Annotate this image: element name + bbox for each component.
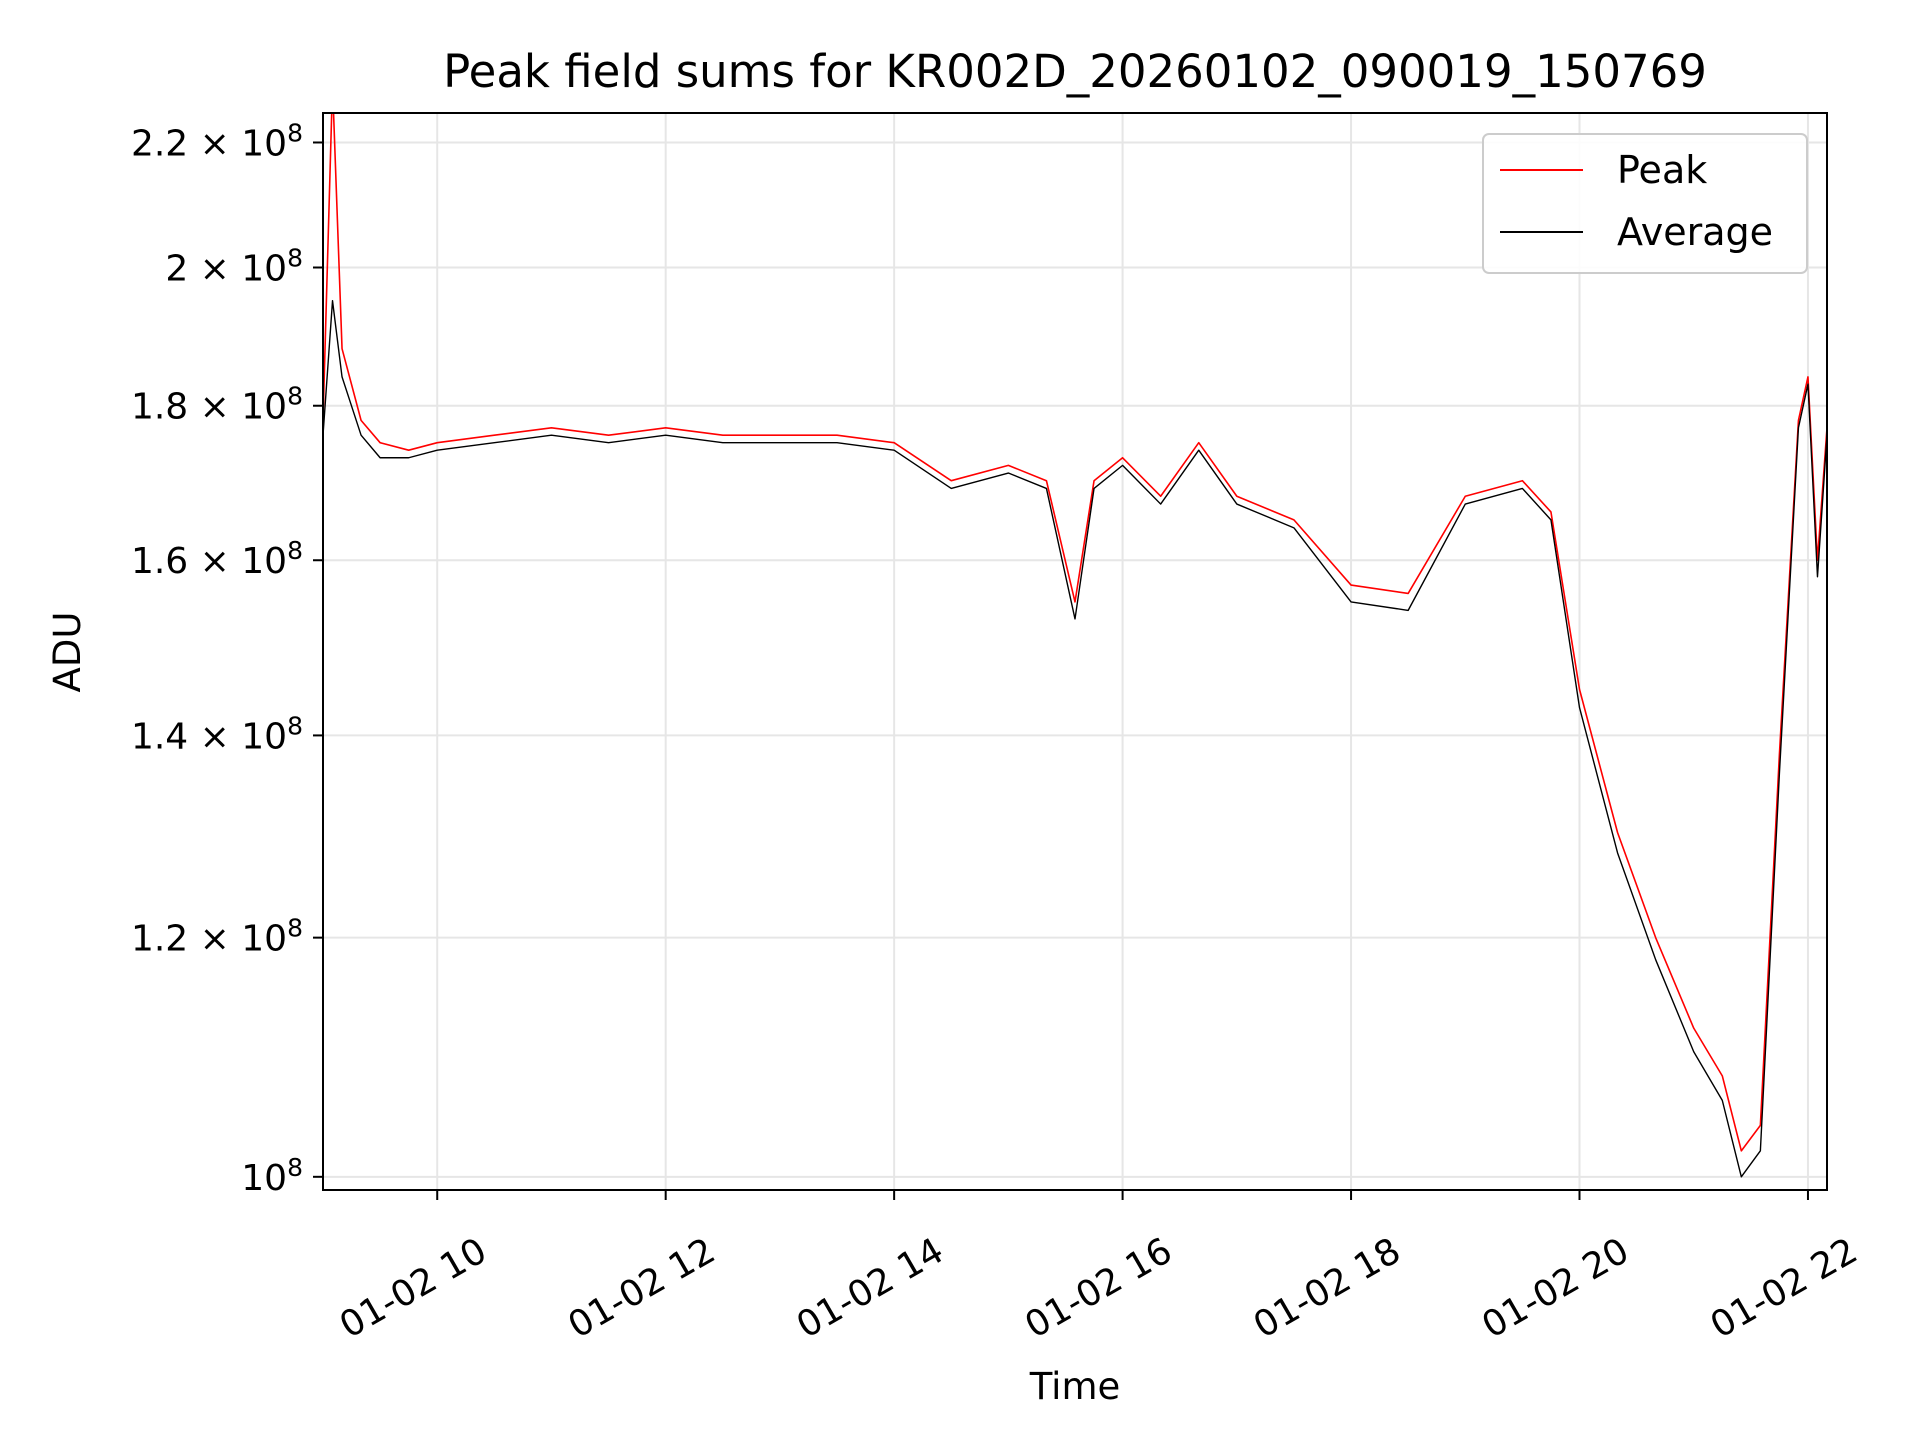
x-tick-label: 01-02 20 (1475, 1230, 1636, 1346)
y-tick-mantissa: 1.2 (131, 919, 188, 960)
x-tick-label: 01-02 22 (1704, 1230, 1865, 1346)
legend-label-peak: Peak (1617, 148, 1707, 192)
y-tick-label: 1.8 × 108 (131, 381, 303, 428)
y-tick-base: 10 (241, 387, 287, 428)
x-tick-label: 01-02 18 (1247, 1230, 1408, 1346)
x-axis-ticks: 01-02 10 01-02 12 01-02 14 01-02 16 01-02 18… (333, 1190, 1864, 1347)
y-tick-base: 10 (241, 716, 287, 757)
y-tick-label: 1.2 × 108 (131, 913, 303, 960)
y-tick-label: 1.4 × 108 (131, 711, 303, 758)
x-axis-label: Time (1029, 1365, 1121, 1408)
y-tick-exponent: 8 (287, 118, 303, 147)
y-tick-label: 2 × 108 (165, 243, 303, 290)
legend-label-average: Average (1617, 210, 1773, 254)
y-tick-label: 108 (241, 1152, 303, 1199)
y-tick-mantissa: 2 (165, 249, 188, 290)
x-tick-label: 01-02 12 (562, 1230, 723, 1346)
y-tick-base: 10 (241, 1158, 287, 1199)
y-tick-mantissa: 1.6 (131, 541, 188, 582)
y-tick-base: 10 (241, 541, 287, 582)
y-tick-label: 2.2 × 108 (131, 118, 303, 165)
y-tick-mantissa: 2.2 (131, 123, 188, 164)
y-tick-label: 1.6 × 108 (131, 536, 303, 583)
y-tick-base: 10 (241, 249, 287, 290)
legend-box (1482, 133, 1808, 274)
series-line-peak (323, 113, 1827, 1152)
series-line-average (323, 300, 1827, 1178)
y-tick-mantissa: 1.8 (131, 387, 188, 428)
x-tick-label: 01-02 16 (1018, 1230, 1179, 1346)
y-tick-exponent: 8 (287, 711, 303, 740)
series-layer (323, 113, 1827, 1178)
y-tick-exponent: 8 (287, 913, 303, 942)
x-tick-label: 01-02 10 (333, 1230, 494, 1346)
legend: Peak Average (1482, 133, 1808, 274)
y-tick-exponent: 8 (287, 536, 303, 565)
y-tick-mantissa: 1.4 (131, 716, 188, 757)
y-tick-exponent: 8 (287, 243, 303, 272)
plot-frame (322, 112, 1828, 1191)
chart-title: Peak field sums for KR002D_20260102_0900… (443, 45, 1707, 98)
y-tick-exponent: 8 (287, 1152, 303, 1181)
y-axis-label: ADU (46, 612, 89, 693)
y-tick-base: 10 (241, 123, 287, 164)
y-tick-exponent: 8 (287, 381, 303, 410)
y-tick-base: 10 (241, 919, 287, 960)
gridlines (323, 113, 1827, 1190)
x-tick-label: 01-02 14 (790, 1230, 951, 1346)
